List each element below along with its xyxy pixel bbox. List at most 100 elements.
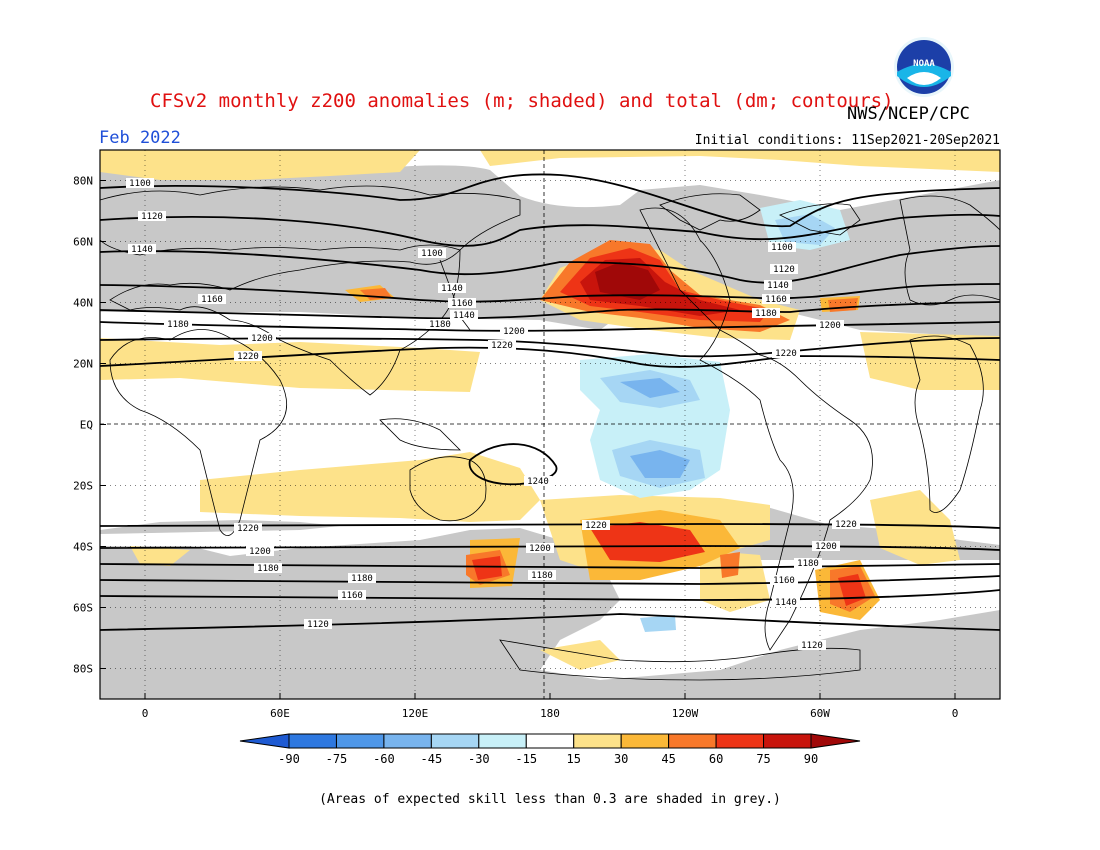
colorbar [239,733,861,749]
contour-label-bg [794,558,822,568]
contour-label: 1180 [167,320,189,330]
contour-label-bg [832,519,860,529]
gridlines [100,150,1000,699]
colorbar-segment [525,733,575,749]
colorbar-segment [430,733,480,749]
contour-label-bg [762,294,790,304]
lon-tick-label: 0 [952,707,959,720]
initial-conditions-label: Initial conditions: 11Sep2021-20Sep2021 [694,133,1000,148]
contour-label: 1120 [307,620,329,630]
contour-label: 1180 [531,571,553,581]
contour-label-bg [582,520,610,530]
contour-label: 1120 [773,265,795,275]
lon-tick-label: 120E [402,707,429,720]
contour-label-bg [816,320,844,330]
contour-label: 1100 [129,179,151,189]
colorbar-tick-label: -75 [326,752,348,766]
contour-label: 1180 [797,559,819,569]
contour-label: 1160 [201,295,223,305]
colorbar-tick-label: 60 [709,752,723,766]
latitude-labels: 80N 60N 40N 20N EQ 20S 40S 60S 80S [73,175,106,676]
lon-tick-label: 180 [540,707,560,720]
contour-label-bg [164,319,192,329]
colorbar-tick-label: 45 [661,752,675,766]
contour-label-bg [526,543,554,553]
contour-label: 1180 [429,320,451,330]
contour-label: 1180 [351,574,373,584]
contour-label: 1160 [773,576,795,586]
lon-tick-label: 120W [672,707,699,720]
contour-label-bg [770,575,798,585]
contour-label: 1220 [237,524,259,534]
contour-label-bg [248,333,276,343]
contour-label: 1180 [755,309,777,319]
contour-label-bg [438,283,466,293]
colorbar-tick-label: -90 [278,752,300,766]
contour-label-bg [254,563,282,573]
contour-label: 1200 [249,547,271,557]
colorbar-tick-label: -60 [373,752,395,766]
colorbar-segment [288,733,337,749]
contour-label: 1200 [503,327,525,337]
colorbar-segment [383,733,432,749]
colorbar-tick-label: -45 [421,752,443,766]
colorbar-segment [715,733,765,749]
colorbar-tick-label: -30 [468,752,490,766]
contour-label: 1200 [815,542,837,552]
lat-tick-label: 20N [73,358,93,371]
contour-label: 1240 [527,477,549,487]
contour-label: 1160 [765,295,787,305]
contour-label: 1140 [767,281,789,291]
forecast-month: Feb 2022 [99,128,181,148]
lon-tick-label: 60W [810,707,830,720]
contour-label-bg [772,348,800,358]
contour-label-bg [500,326,528,336]
contour-label-bg [768,242,796,252]
noaa-logo: NOAA [894,37,954,97]
figure-title: CFSv2 monthly z200 anomalies (m; shaded)… [150,90,894,112]
contour-label-bg [524,476,552,486]
contour-label: 1120 [801,641,823,651]
contour-label-bg [338,590,366,600]
contour-label-bg [246,546,274,556]
contour-label-bg [126,178,154,188]
contour-label-bg [812,541,840,551]
contour-label-bg [426,319,454,329]
colorbar-segment [763,733,812,749]
contour-label: 1100 [771,243,793,253]
lat-tick-label: 80N [73,175,93,188]
lat-tick-label: EQ [80,419,93,432]
contour-label: 1200 [529,544,551,554]
lat-tick-label: 60S [73,602,93,615]
lat-tick-label: 40N [73,297,93,310]
colorbar-segment [620,733,670,749]
contour-label: 1160 [451,299,473,309]
contour-label: 1140 [453,311,475,321]
contour-label: 1100 [421,249,443,259]
contour-label-bg [138,211,166,221]
colorbar-tick-labels: -90 -75 -60 -45 -30 -15 15 30 45 60 75 90 [278,752,818,766]
contour-label: 1220 [237,352,259,362]
noaa-logo-text: NOAA [913,59,935,69]
contour-label: 1140 [441,284,463,294]
colorbar-segment [668,733,717,749]
lat-tick-label: 40S [73,541,93,554]
contour-label: 1220 [491,341,513,351]
contour-label: 1200 [819,321,841,331]
contour-label-bg [234,351,262,361]
contour-label: 1120 [141,212,163,222]
colorbar-tick-label: 30 [614,752,628,766]
contour-label-bg [418,248,446,258]
longitude-labels: 0 60E 120E 180 120W 60W 0 [142,693,959,720]
skill-footnote: (Areas of expected skill less than 0.3 a… [319,792,781,807]
agency-label: NWS/NCEP/CPC [847,104,970,124]
contour-label-bg [128,244,156,254]
contour-label: 1140 [131,245,153,255]
contour-label: 1220 [585,521,607,531]
lon-tick-label: 60E [270,707,290,720]
contour-label-bg [450,310,478,320]
contour-label-bg [798,640,826,650]
contour-label-bg [304,619,332,629]
